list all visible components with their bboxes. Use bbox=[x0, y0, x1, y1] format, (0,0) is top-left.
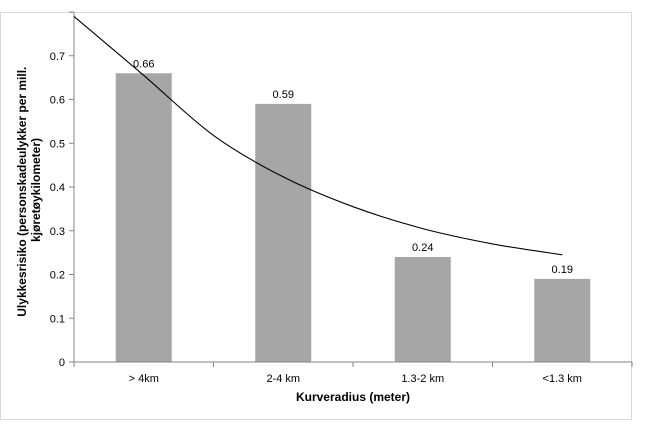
bar bbox=[534, 278, 591, 362]
y-tick-label: 0.4 bbox=[50, 182, 65, 194]
plot-area: 0 0.1 0.2 0.3 0.4 0.5 0.6 0.7 > 4km 2-4 km 1.3-2 k… bbox=[50, 11, 633, 385]
trendline bbox=[73, 15, 563, 256]
x-axis-title: Kurveradius (meter) bbox=[296, 390, 410, 404]
bar bbox=[394, 257, 451, 362]
x-tick-label: 1.3-2 km bbox=[401, 373, 444, 385]
y-axis-title-line-2: kjøretøykilometer) bbox=[29, 138, 43, 242]
y-tick-label: 0 bbox=[59, 357, 65, 369]
y-axis-title: Ulykkesrisiko (personskadeulykker per mi… bbox=[15, 63, 43, 316]
y-tick-label: 0.7 bbox=[50, 51, 65, 63]
data-label: 0.59 bbox=[273, 89, 294, 101]
y-tick-label: 0.2 bbox=[50, 270, 65, 282]
y-axis-title-line-1: Ulykkesrisiko (personskadeulykker per mi… bbox=[15, 67, 29, 317]
y-tick-label: 0.1 bbox=[50, 313, 65, 325]
data-label: 0.24 bbox=[412, 242, 433, 254]
bar bbox=[255, 103, 312, 362]
y-tick-label: 0.6 bbox=[50, 95, 65, 107]
x-tick-label: > 4km bbox=[129, 373, 159, 385]
chart-border bbox=[0, 12, 632, 420]
bar bbox=[115, 73, 172, 362]
x-tick-label: <1.3 km bbox=[543, 373, 582, 385]
data-label: 0.66 bbox=[133, 58, 154, 70]
y-tick-label: 0.5 bbox=[50, 138, 65, 150]
y-tick-label: 0.3 bbox=[50, 226, 65, 238]
data-label: 0.19 bbox=[552, 264, 573, 276]
x-tick-label: 2-4 km bbox=[266, 373, 300, 385]
